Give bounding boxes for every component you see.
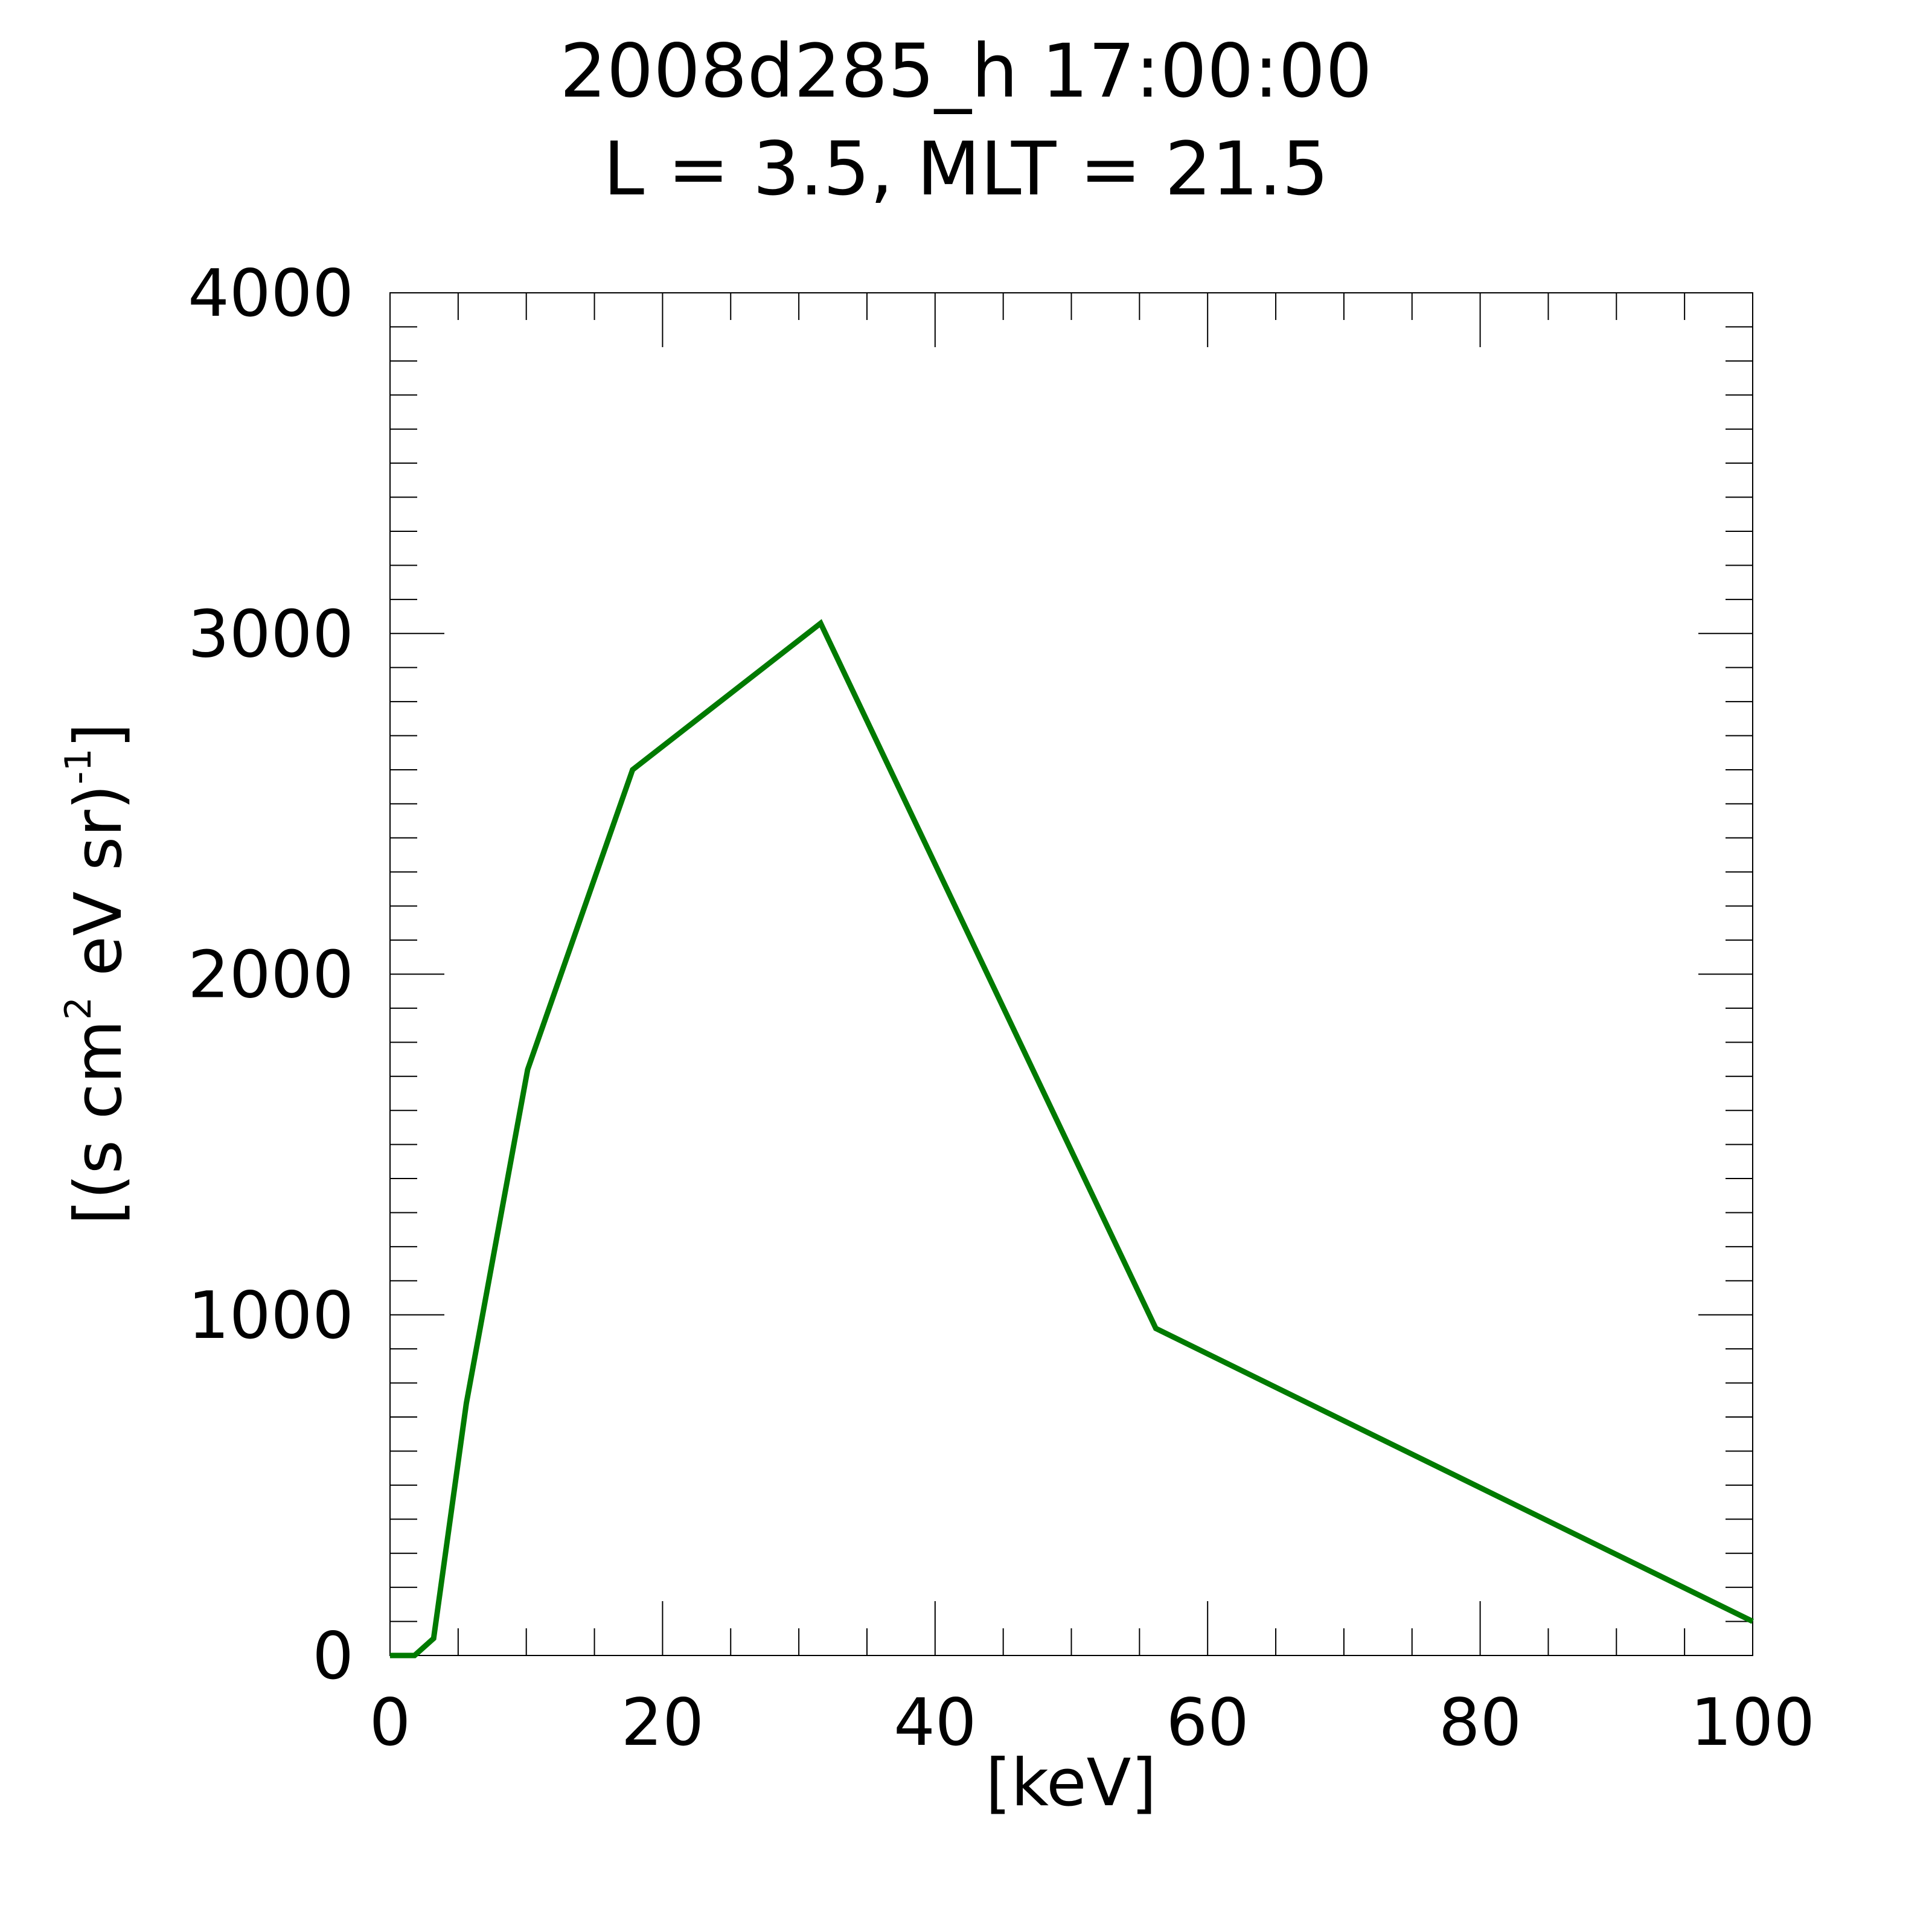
y-axis-label-prefix: [(s cm xyxy=(61,1020,136,1224)
x-tick-label: 40 xyxy=(894,1685,976,1761)
x-tick-label: 100 xyxy=(1690,1685,1815,1761)
axis-ticks xyxy=(389,292,1753,1656)
x-tick-label: 60 xyxy=(1166,1685,1249,1761)
y-axis-label: [(s cm2 eV sr)-1] xyxy=(57,723,136,1224)
y-tick-label: 4000 xyxy=(188,256,354,331)
x-tick-label: 20 xyxy=(621,1685,704,1761)
y-tick-label: 2000 xyxy=(188,938,354,1013)
x-tick-labels: 0 20 40 60 80 100 xyxy=(369,1685,1815,1761)
y-axis-label-sup-2: 2 xyxy=(57,997,100,1020)
y-tick-label: 3000 xyxy=(188,597,354,672)
y-axis-label-sup-minus1: -1 xyxy=(57,748,100,784)
y-tick-labels: 0 1000 2000 3000 4000 xyxy=(188,256,354,1694)
y-tick-label: 1000 xyxy=(188,1278,354,1354)
plot-frame xyxy=(389,292,1753,1656)
y-axis-label-middle: eV sr) xyxy=(61,784,136,997)
chart-title: 2008d285_h 17:00:00 xyxy=(560,28,1372,114)
y-axis-label-suffix: ] xyxy=(61,723,136,748)
series-line xyxy=(390,619,1754,1659)
x-axis-label: [keV] xyxy=(985,1745,1156,1821)
chart-subtitle: L = 3.5, MLT = 21.5 xyxy=(603,126,1329,212)
x-tick-label: 0 xyxy=(369,1685,411,1761)
x-tick-label: 80 xyxy=(1439,1685,1521,1761)
y-tick-label: 0 xyxy=(312,1619,354,1694)
series-layer xyxy=(390,619,1754,1659)
